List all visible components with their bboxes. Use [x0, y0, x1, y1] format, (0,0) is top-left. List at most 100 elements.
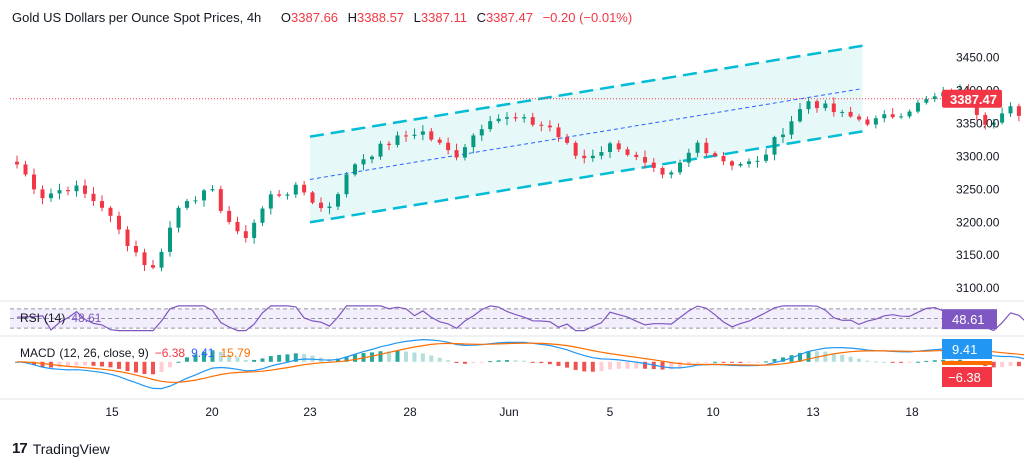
- candle-body: [890, 114, 895, 118]
- candle: [704, 137, 709, 158]
- candle-body: [268, 194, 273, 209]
- candle-body: [479, 129, 484, 136]
- candle-body: [302, 184, 307, 193]
- candle-body: [134, 245, 138, 253]
- rsi-legend: RSI (14) 48.61: [20, 311, 101, 325]
- time-tick-label: 28: [403, 405, 417, 419]
- candle: [848, 106, 853, 118]
- candle: [378, 140, 383, 160]
- candle-body: [686, 152, 691, 163]
- tradingview-logo[interactable]: 17 TradingView: [12, 440, 110, 457]
- candle-body: [616, 143, 621, 150]
- price-tick-label: 3300.00: [956, 149, 1000, 163]
- candle-body: [857, 116, 862, 120]
- macd-hist-bar: [941, 359, 946, 362]
- macd-hist-bar: [590, 361, 595, 372]
- candle-body: [755, 160, 760, 162]
- candle: [353, 162, 357, 177]
- macd-hist-bar: [865, 360, 870, 362]
- candle-body: [210, 189, 215, 191]
- candle: [218, 185, 223, 214]
- macd-hist-bar: [168, 361, 172, 368]
- candle: [488, 116, 493, 132]
- macd-hist-bar: [634, 361, 639, 369]
- candle: [1016, 103, 1021, 122]
- macd-hist-bar: [899, 361, 904, 363]
- macd-hist-bar: [268, 356, 273, 362]
- macd-signal-line: [16, 342, 1024, 383]
- close-value: 3387.47: [485, 10, 533, 25]
- macd-hist-bar: [721, 361, 726, 363]
- candle-body: [117, 215, 121, 230]
- candle-body: [547, 125, 552, 128]
- candle-body: [277, 194, 282, 196]
- macd-signal-badge: [942, 361, 992, 365]
- macd-hist-bar: [831, 353, 836, 362]
- candle: [125, 226, 130, 252]
- candle-body: [505, 117, 510, 119]
- macd-hist-bar: [599, 361, 604, 372]
- candle: [857, 113, 862, 122]
- candle-body: [1000, 113, 1005, 123]
- candle-body: [66, 190, 70, 192]
- candle-body: [168, 227, 172, 252]
- low-value: 3387.11: [420, 10, 467, 25]
- high-value: 3388.57: [357, 10, 405, 25]
- macd-hist-bar: [293, 353, 298, 362]
- candle-body: [378, 143, 383, 157]
- time-tick-label: Jun: [499, 405, 518, 419]
- candle-body: [565, 137, 570, 143]
- open-label: O: [280, 10, 292, 25]
- candle: [57, 183, 62, 200]
- macd-hist-bar: [781, 357, 785, 362]
- candle: [522, 114, 527, 123]
- candle: [496, 114, 501, 124]
- candle-body: [142, 252, 147, 266]
- candle: [721, 152, 726, 166]
- candle: [582, 149, 587, 164]
- macd-hist-value: −6.38: [154, 346, 186, 360]
- candle: [840, 109, 845, 118]
- rsi-line: [16, 305, 1024, 332]
- candle: [285, 192, 290, 200]
- candle: [66, 186, 70, 196]
- candle: [730, 160, 734, 171]
- candle-body: [634, 154, 639, 157]
- candle-body: [412, 134, 417, 136]
- candle: [608, 141, 612, 159]
- candle: [899, 113, 904, 119]
- candle: [599, 146, 604, 160]
- candle: [513, 112, 518, 122]
- candle: [1008, 102, 1013, 117]
- macd-hist-bar: [625, 361, 630, 369]
- candle-body: [218, 189, 223, 211]
- macd-hist-bar: [1016, 361, 1021, 367]
- candle-body: [370, 156, 374, 160]
- candle: [268, 190, 273, 215]
- macd-hist-bar: [616, 361, 621, 369]
- macd-hist-bar: [704, 361, 709, 363]
- candle: [252, 219, 257, 244]
- macd-hist-badge: [942, 367, 992, 387]
- candle: [798, 103, 802, 123]
- candle-body: [747, 161, 751, 164]
- candle-body: [924, 99, 929, 103]
- rsi-legend-value: 48.61: [71, 311, 102, 325]
- candle-body: [806, 101, 811, 110]
- candle: [344, 171, 349, 198]
- candle: [873, 115, 878, 129]
- macd-hist-bar: [695, 361, 700, 363]
- macd-hist-bar: [764, 361, 768, 363]
- candle-body: [1008, 106, 1013, 114]
- candle-body: [848, 111, 853, 117]
- candle-body: [49, 193, 53, 199]
- rsi-params: (14): [44, 311, 66, 325]
- macd-hist-bar: [260, 358, 265, 362]
- macd-hist-bar: [479, 361, 484, 363]
- candle-body: [907, 111, 912, 117]
- candle: [74, 180, 79, 197]
- macd-line-value: 9.41: [191, 346, 215, 360]
- macd-hist-bar: [151, 361, 155, 375]
- candle-body: [193, 200, 198, 202]
